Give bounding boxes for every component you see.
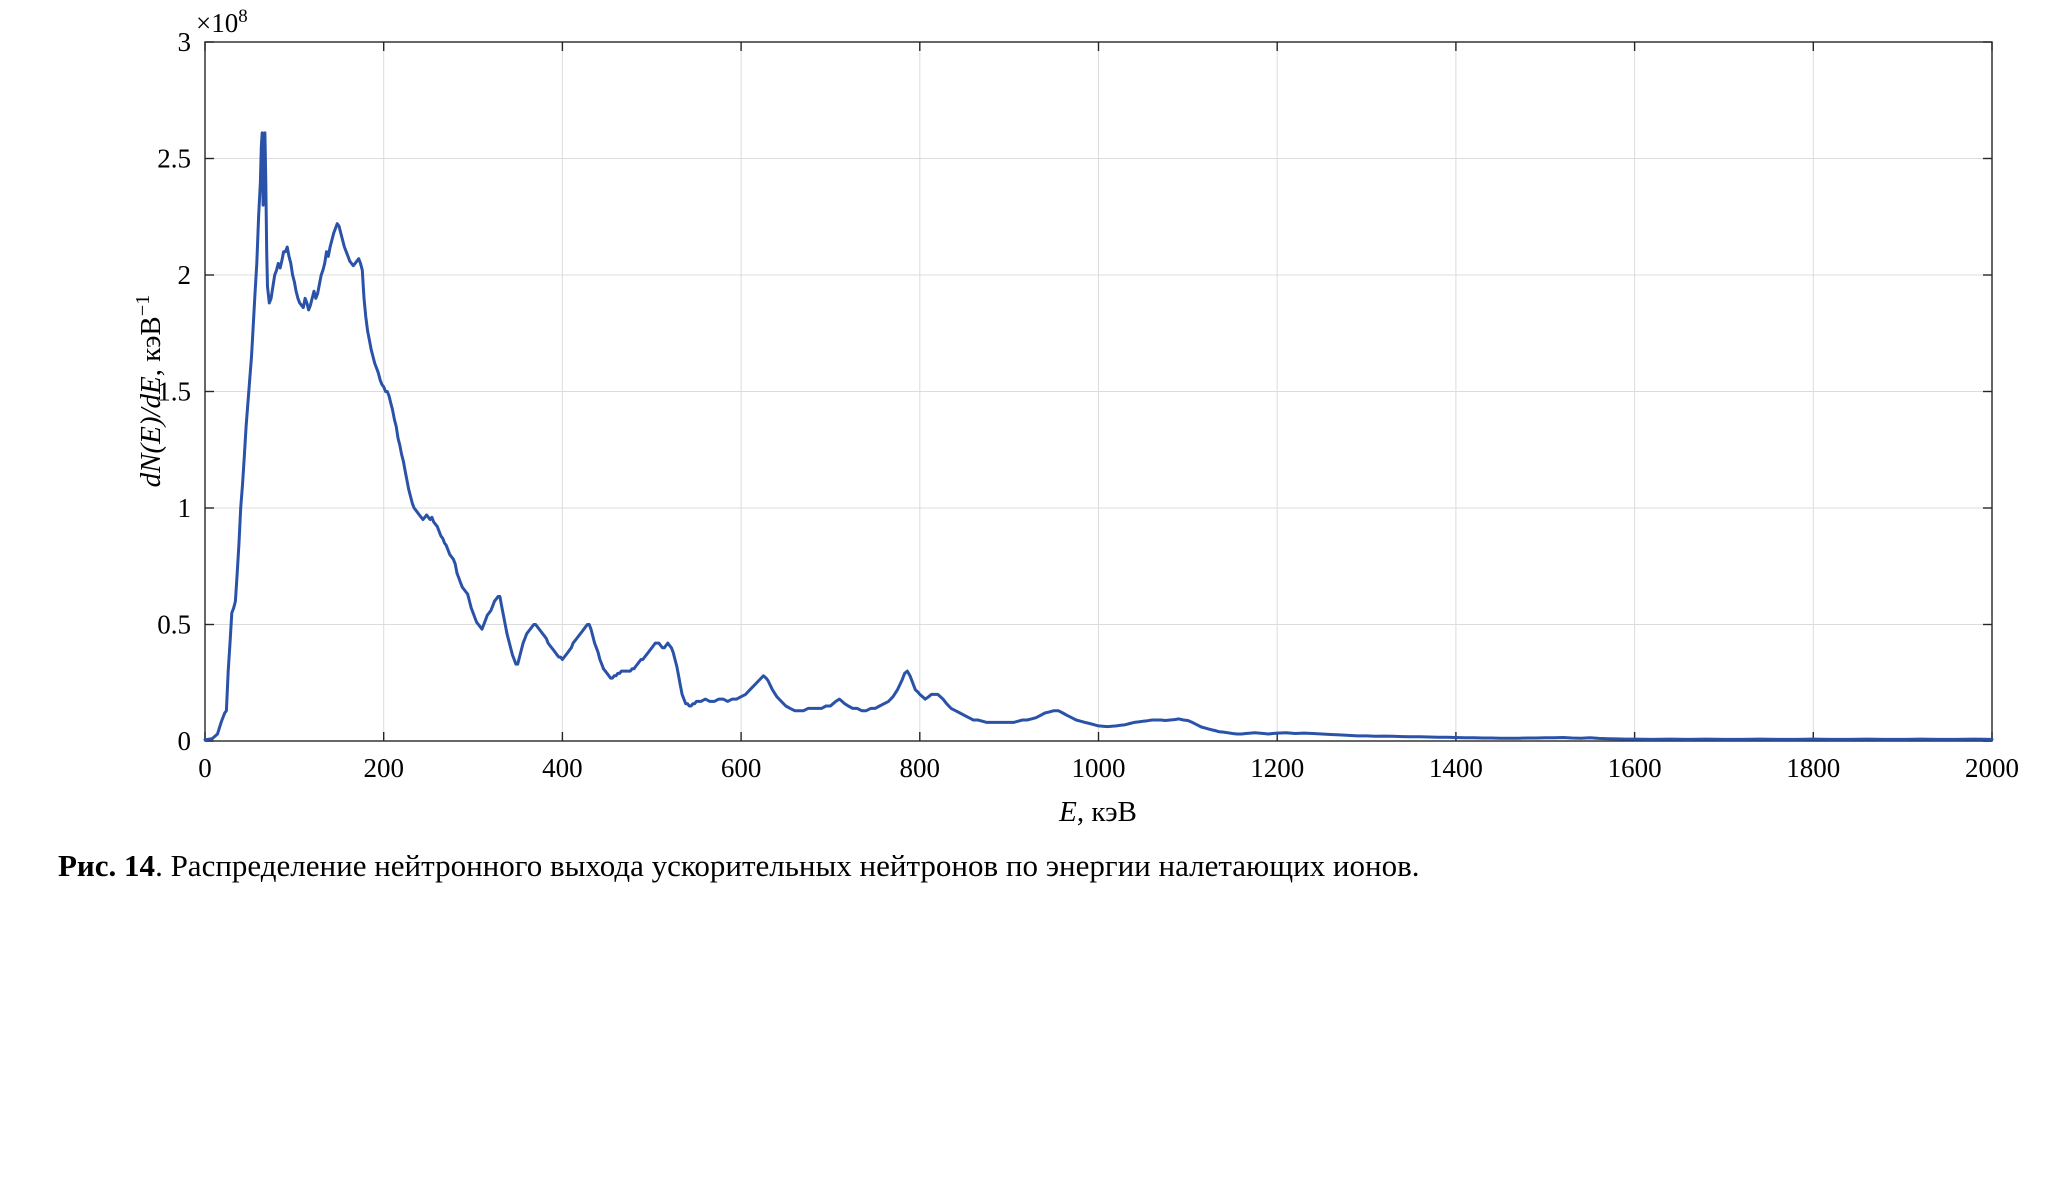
x-axis-unit: , кэВ	[1076, 796, 1137, 828]
svg-text:2.5: 2.5	[157, 144, 191, 174]
svg-text:400: 400	[542, 753, 583, 783]
y-axis-scale-offset: ×108	[196, 6, 248, 39]
y-axis-label: dN(E)/dE, кэВ−1	[132, 295, 168, 488]
svg-text:1200: 1200	[1250, 753, 1304, 783]
svg-text:1400: 1400	[1429, 753, 1483, 783]
svg-text:1: 1	[178, 493, 192, 523]
svg-text:2: 2	[178, 260, 192, 290]
offset-base: ×10	[196, 8, 239, 38]
x-axis-variable: E	[1059, 796, 1077, 828]
x-axis-label: E, кэВ	[1059, 796, 1137, 829]
svg-text:800: 800	[900, 753, 941, 783]
svg-text:0: 0	[178, 726, 192, 756]
y-axis-unit: , кэВ	[134, 316, 167, 377]
svg-text:1800: 1800	[1786, 753, 1840, 783]
svg-text:1.5: 1.5	[157, 377, 191, 407]
y-axis-unit-exponent: −1	[132, 294, 155, 317]
svg-text:1000: 1000	[1072, 753, 1126, 783]
svg-text:0.5: 0.5	[157, 610, 191, 640]
offset-exponent: 8	[238, 6, 248, 27]
svg-text:200: 200	[363, 753, 404, 783]
y-axis-variable: dN(E)/dE	[134, 376, 167, 488]
svg-text:3: 3	[178, 27, 192, 57]
caption-text: . Распределение нейтронного выхода ускор…	[155, 848, 1420, 883]
svg-text:2000: 2000	[1965, 753, 2019, 783]
svg-text:600: 600	[721, 753, 762, 783]
caption-number: Рис. 14	[58, 848, 156, 883]
figure-caption: Рис. 14. Распределение нейтронного выход…	[58, 848, 1420, 884]
svg-text:0: 0	[198, 753, 212, 783]
svg-text:1600: 1600	[1608, 753, 1662, 783]
